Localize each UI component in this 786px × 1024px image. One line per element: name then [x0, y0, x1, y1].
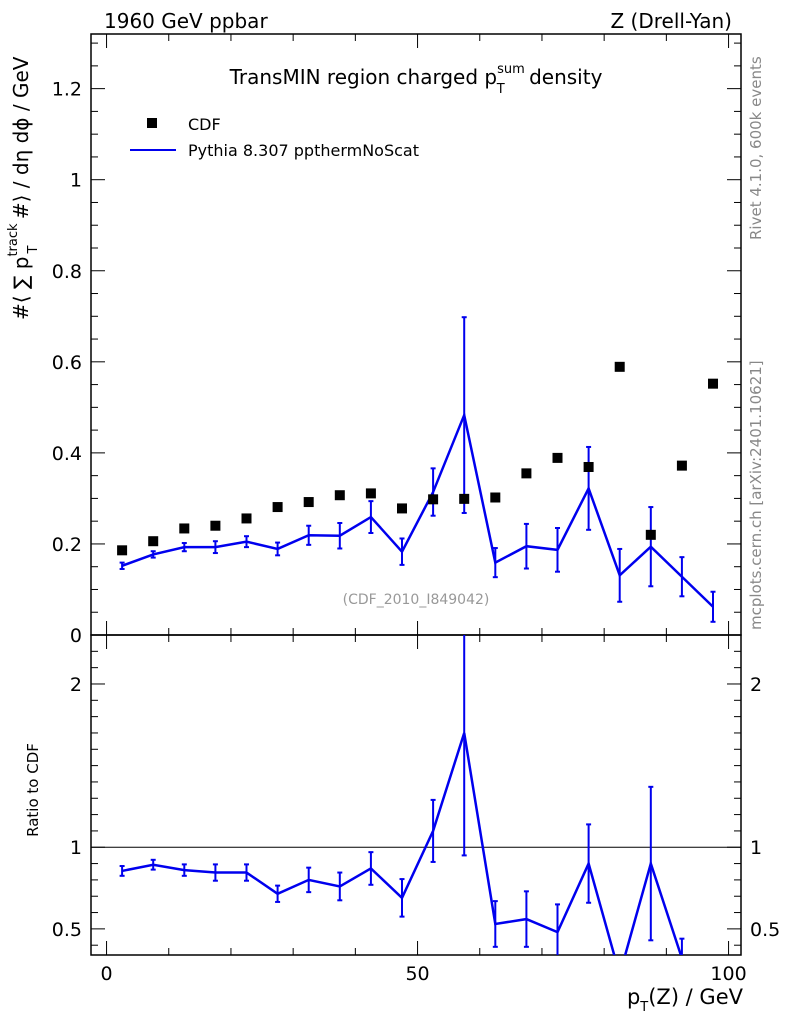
y-tick-label: 0.6 [52, 352, 82, 374]
main-x-ticks [106, 34, 730, 635]
mc-line [121, 410, 714, 608]
cdf-point [490, 492, 501, 503]
legend-mc-label: Pythia 8.307 ppthermNoScat [188, 141, 419, 160]
cdf-point [397, 503, 408, 514]
y-tick-label-right: 2 [750, 674, 762, 696]
y-tick-label: 2 [70, 674, 82, 696]
cdf-point [459, 493, 470, 504]
main-series [117, 316, 719, 623]
title-sub: T [496, 82, 505, 97]
y-tick-label: 0 [70, 625, 82, 647]
rivet-info: Rivet 4.1.0, 600k events [747, 56, 765, 240]
cdf-point [210, 520, 221, 531]
x-axis-label: pT(Z) / GeV [627, 985, 744, 1015]
y-tick-label: 0.5 [52, 919, 82, 941]
xlabel-pre: p [627, 985, 640, 1009]
main-y-axis: 0 0.2 0.4 0.6 0.8 1 1.2 [52, 42, 741, 647]
main-panel: 0 0.2 0.4 0.6 0.8 1 1.2 TransMIN region charge… [6, 33, 742, 647]
cdf-point [303, 497, 314, 508]
y-tick-label: 1 [70, 837, 82, 859]
header-energy: 1960 GeV ppbar [104, 9, 268, 33]
ratio-series [119, 635, 685, 955]
x-tick-label: 100 [710, 963, 746, 985]
ratio-ylabel: Ratio to CDF [24, 743, 42, 837]
ylabel-sub: T [26, 245, 41, 254]
mcplots-info: mcplots.cern.ch [arXiv:2401.10621] [747, 360, 765, 630]
cdf-point [614, 361, 625, 372]
cdf-point [241, 513, 252, 524]
cdf-point [365, 488, 376, 499]
cdf-point [179, 523, 190, 534]
y-tick-label: 1 [70, 170, 82, 192]
cdf-point [117, 545, 128, 556]
cdf-point [428, 494, 439, 505]
cdf-point [645, 529, 656, 540]
title-sup: sum [497, 62, 525, 77]
header-process: Z (Drell-Yan) [610, 9, 732, 33]
ratio-panel: 0.5 0.5 1 1 2 2 0 50 100 Ratio to CDF [24, 634, 780, 985]
y-tick-label-right: 1 [750, 837, 762, 859]
y-tick-label: 0.2 [52, 534, 82, 556]
legend: CDF Pythia 8.307 ppthermNoScat [130, 115, 419, 160]
ylabel-post: #⟩ / dη dϕ / GeV [9, 56, 33, 225]
y-tick-label: 1.2 [52, 79, 82, 101]
legend-cdf-label: CDF [188, 115, 221, 134]
cdf-point [521, 468, 532, 479]
y-tick-label: 0.4 [52, 443, 82, 465]
cdf-point [552, 452, 563, 463]
ratio-line [121, 732, 683, 955]
xlabel-sub: T [639, 1000, 648, 1015]
y-tick-label-right: 0.5 [750, 919, 780, 941]
analysis-watermark: (CDF_2010_I849042) [343, 592, 490, 608]
ratio-y-axis: 0.5 0.5 1 1 2 2 [52, 650, 780, 946]
cdf-point [148, 536, 159, 547]
x-tick-label: 50 [405, 963, 429, 985]
y-tick-label: 0.8 [52, 261, 82, 283]
cdf-point [676, 460, 687, 471]
x-tick-label: 0 [101, 963, 113, 985]
ratio-frame [90, 634, 742, 956]
cdf-point [272, 502, 283, 513]
ratio-x-axis: 0 50 100 [101, 635, 747, 985]
title-main: TransMIN region charged p [229, 65, 497, 89]
main-ylabel: #⟨ ∑ ptrack T #⟩ / dη dϕ / GeV [6, 56, 41, 320]
legend-cdf-marker [147, 118, 157, 128]
cdf-point [708, 378, 719, 389]
ylabel-sup: track [6, 223, 21, 257]
xlabel-post: (Z) / GeV [648, 985, 743, 1009]
cdf-point [583, 461, 594, 472]
title-tail: density [523, 65, 603, 89]
plot-title: TransMIN region charged psum T density [229, 62, 603, 97]
ylabel-pre: #⟨ ∑ p [9, 257, 33, 320]
cdf-point [334, 490, 345, 501]
